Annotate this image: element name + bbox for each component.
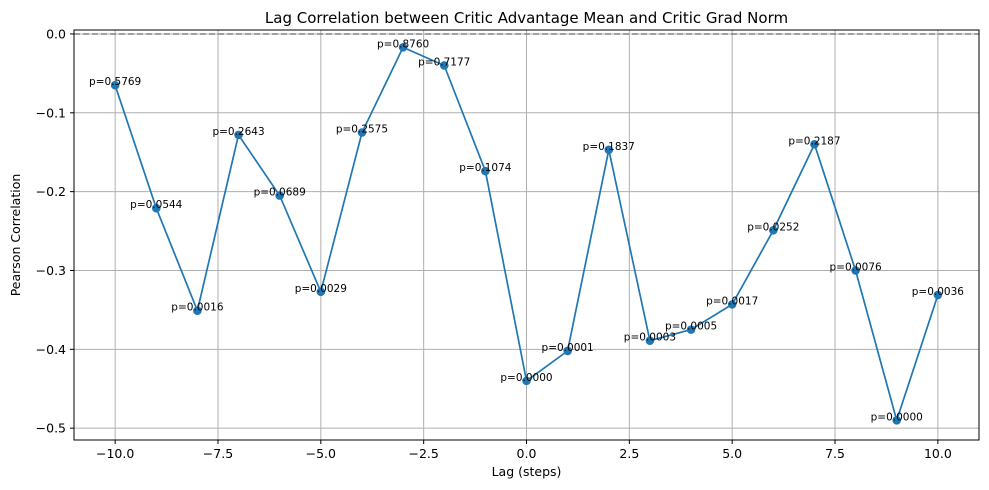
p-value-label: p=0.0001 xyxy=(542,342,594,354)
data-point xyxy=(563,346,572,356)
y-tick-label: −0.5 xyxy=(36,421,66,436)
data-point xyxy=(234,130,243,140)
y-tick-label: 0.0 xyxy=(46,26,66,41)
p-value-label: p=0.0016 xyxy=(171,302,224,314)
p-value-label: p=0.2575 xyxy=(336,124,388,136)
x-tick-label: −5.0 xyxy=(306,446,336,461)
x-tick-label: −10.0 xyxy=(96,446,134,461)
x-axis-title: Lag (steps) xyxy=(492,464,562,479)
p-value-label: p=0.1837 xyxy=(583,141,635,153)
data-point xyxy=(357,128,367,137)
series-group xyxy=(110,43,943,425)
data-point xyxy=(275,191,284,200)
point-labels-group: p=0.5769 p=0.0544 p=0.0016 p=0.2643 p=0.0689… xyxy=(89,38,964,423)
y-tick-label: −0.1 xyxy=(36,105,66,120)
data-point xyxy=(645,336,655,345)
y-axis-title: Pearson Correlation xyxy=(8,174,23,297)
p-value-label: p=0.8760 xyxy=(377,38,429,50)
p-value-label: p=0.0036 xyxy=(912,286,965,298)
p-value-label: p=0.2643 xyxy=(212,126,264,138)
p-value-label: p=0.0544 xyxy=(130,199,183,211)
data-point xyxy=(892,415,902,425)
data-point xyxy=(316,287,326,297)
x-axis-ticks: −10.0 −7.5 −5.0 −2.5 0.0 2.5 5.0 7.5 10.0 xyxy=(96,440,952,461)
data-point xyxy=(604,145,614,155)
data-point xyxy=(151,203,161,213)
p-value-label: p=0.0689 xyxy=(254,187,306,199)
p-value-label: p=0.0029 xyxy=(295,283,347,295)
x-tick-label: 10.0 xyxy=(924,446,952,461)
p-value-label: p=0.0000 xyxy=(871,411,923,423)
p-value-label: p=0.2187 xyxy=(788,135,840,147)
p-value-label: p=0.0076 xyxy=(829,261,882,273)
data-point xyxy=(769,225,778,235)
data-point xyxy=(686,325,696,334)
p-value-label: p=0.5769 xyxy=(89,76,141,88)
data-point xyxy=(727,300,737,309)
data-point xyxy=(933,290,943,300)
p-value-label: p=0.0017 xyxy=(706,295,758,307)
data-point xyxy=(439,61,449,70)
x-tick-label: 7.5 xyxy=(825,446,845,461)
x-tick-label: −2.5 xyxy=(408,446,438,461)
p-value-label: p=0.7177 xyxy=(418,56,470,68)
y-tick-label: −0.4 xyxy=(36,342,66,357)
data-point xyxy=(522,376,531,386)
p-value-label: p=0.0005 xyxy=(665,321,717,333)
data-point xyxy=(851,266,860,275)
x-tick-label: −7.5 xyxy=(203,446,233,461)
data-point xyxy=(110,80,120,90)
data-point xyxy=(398,43,408,52)
p-value-label: p=0.1074 xyxy=(459,162,512,174)
y-tick-label: −0.3 xyxy=(36,263,66,278)
data-point xyxy=(810,140,819,149)
data-point xyxy=(481,166,490,176)
x-tick-label: 2.5 xyxy=(619,446,639,461)
x-tick-label: 5.0 xyxy=(722,446,742,461)
p-value-label: p=0.0003 xyxy=(624,332,676,344)
p-value-label: p=0.0252 xyxy=(747,221,799,233)
chart-title: Lag Correlation between Critic Advantage… xyxy=(265,9,788,27)
p-value-label: p=0.0000 xyxy=(500,372,552,384)
y-axis-ticks: 0.0 −0.1 −0.2 −0.3 −0.4 −0.5 xyxy=(36,26,74,436)
y-tick-label: −0.2 xyxy=(36,184,66,199)
x-tick-label: 0.0 xyxy=(517,446,537,461)
data-point xyxy=(193,306,202,315)
